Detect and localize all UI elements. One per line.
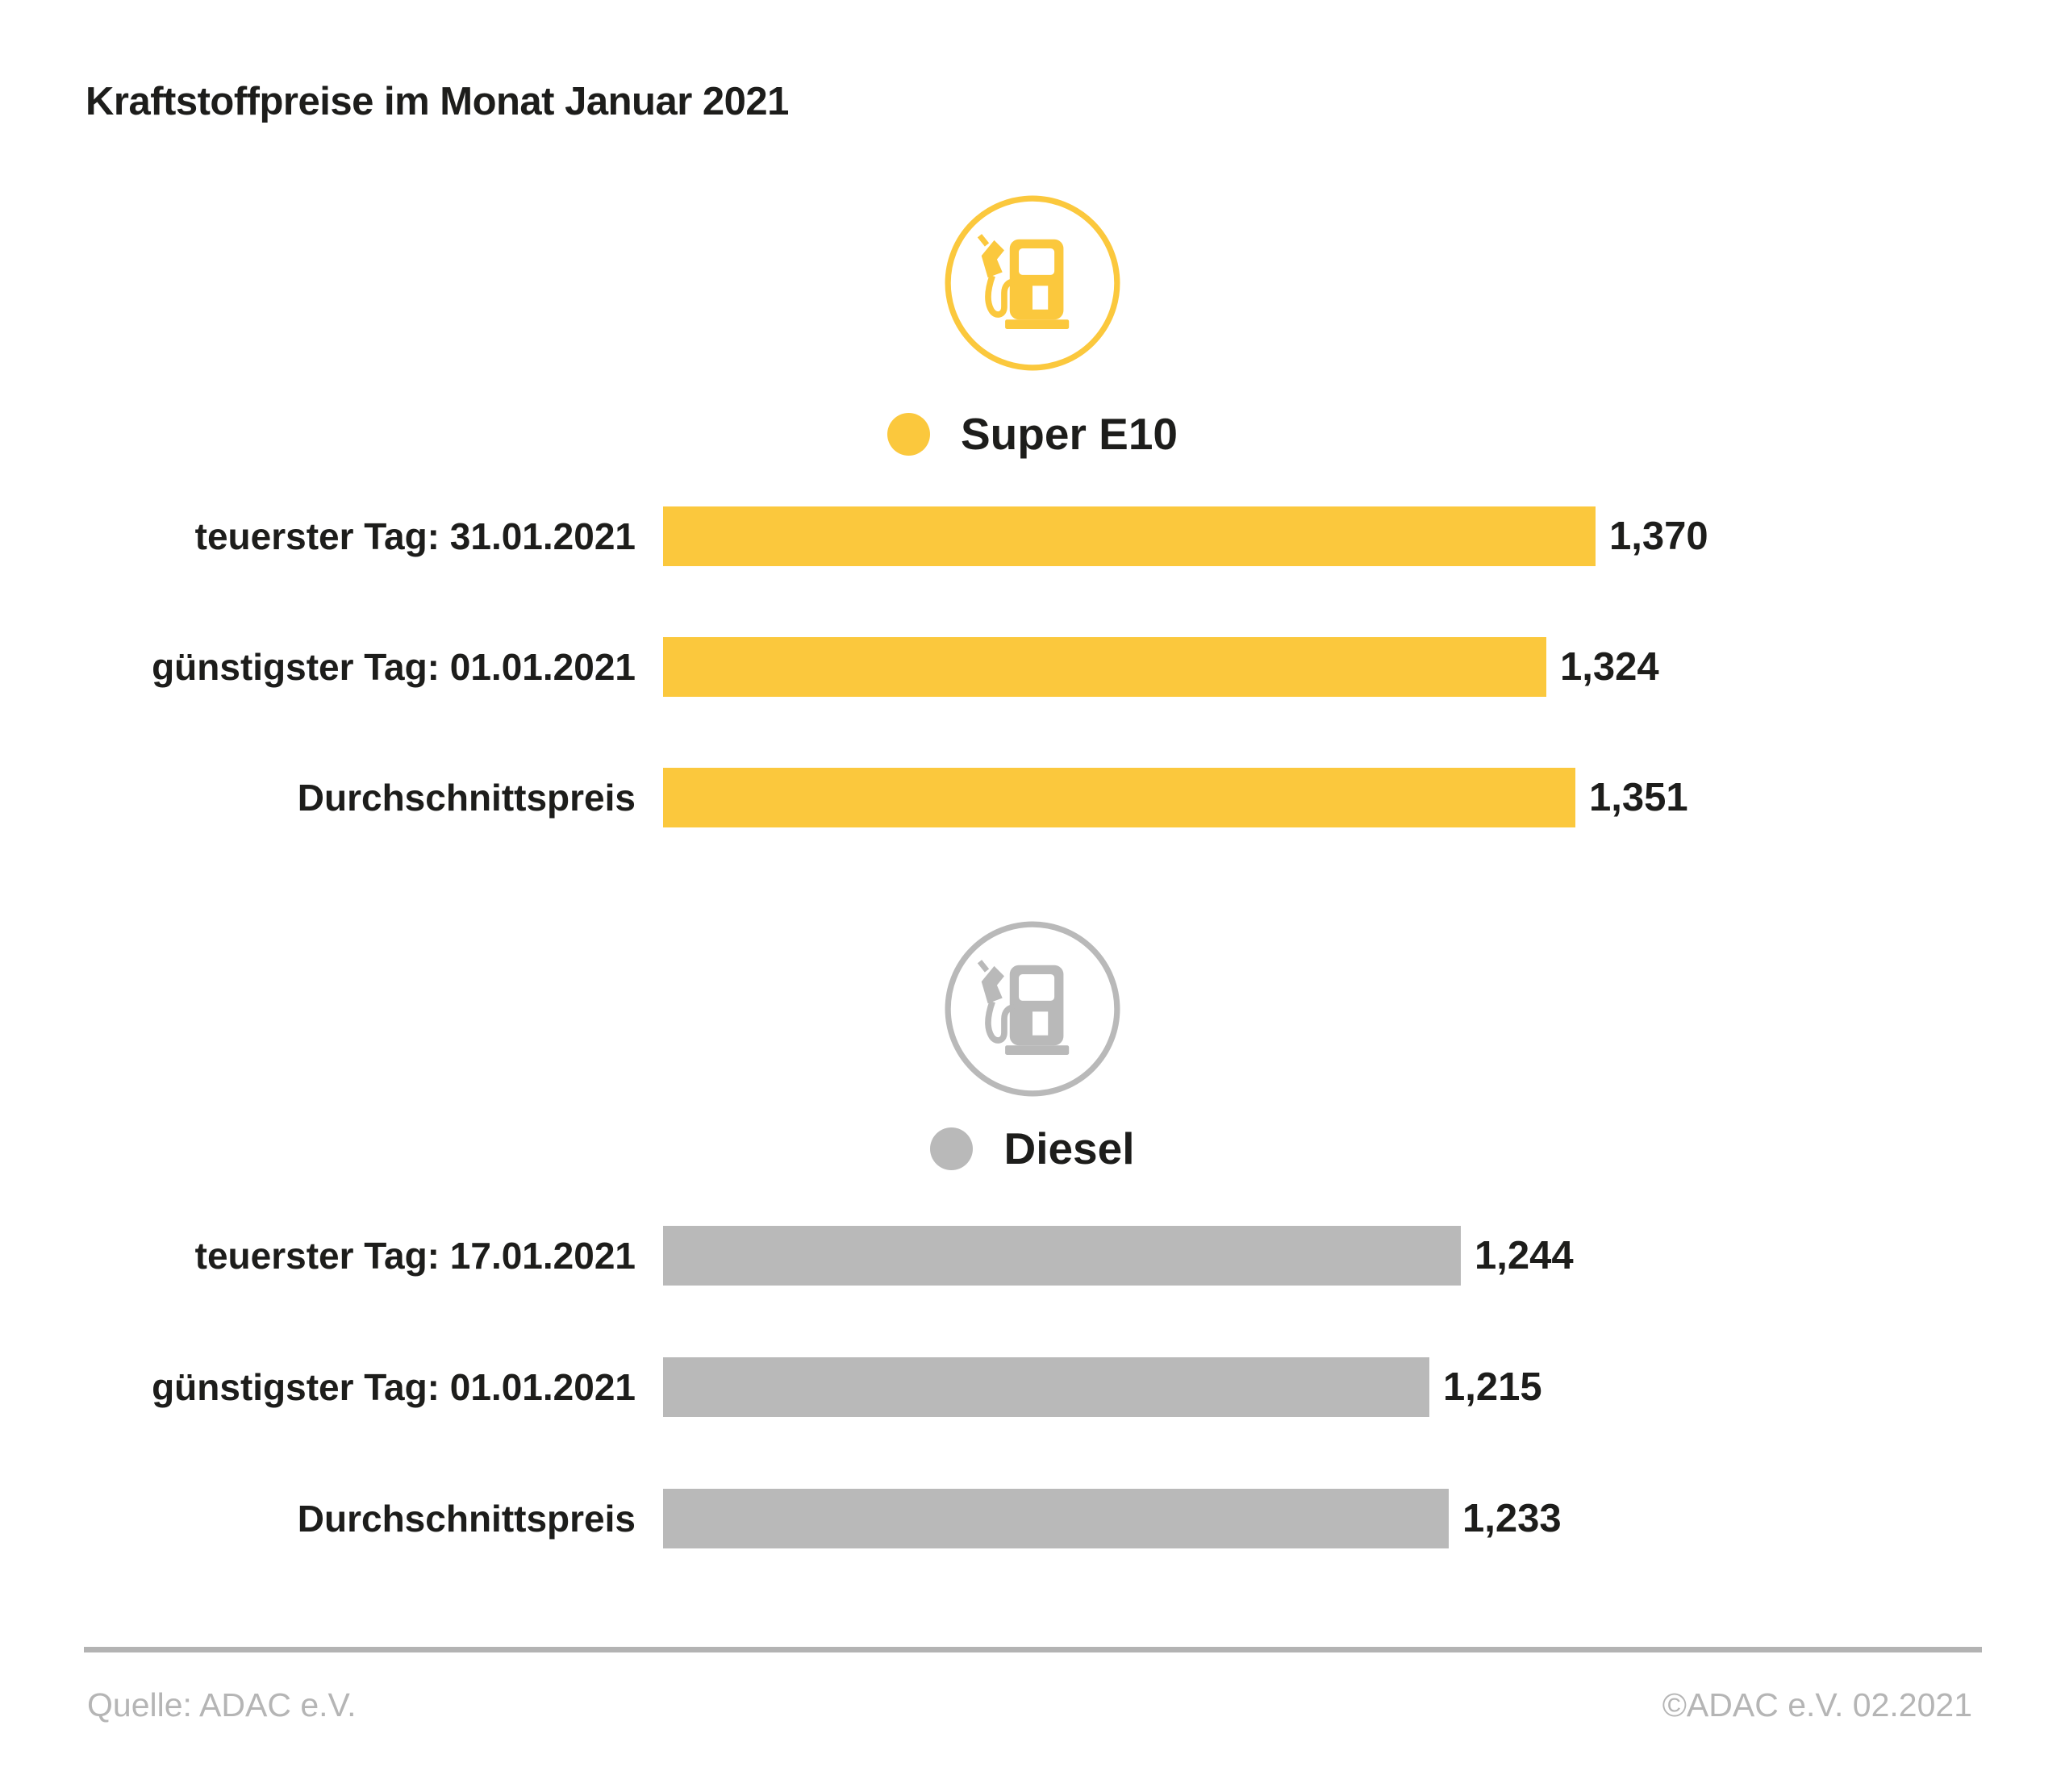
fuel-pump-icon bbox=[945, 195, 1120, 371]
legend-label: Diesel bbox=[1003, 1123, 1135, 1173]
page-title: Kraftstoffpreise im Monat Januar 2021 bbox=[86, 80, 789, 123]
bar bbox=[663, 768, 1575, 827]
bar-value: 1,215 bbox=[1443, 1365, 1542, 1409]
bar-label: günstigster Tag: 01.01.2021 bbox=[152, 1366, 636, 1408]
bar-row: teuerster Tag: 17.01.2021 1,244 bbox=[0, 1226, 2065, 1286]
diesel-legend: Diesel bbox=[0, 1122, 2065, 1175]
bar bbox=[663, 1226, 1461, 1286]
bar bbox=[663, 506, 1596, 566]
bar-label: teuerster Tag: 17.01.2021 bbox=[194, 1235, 636, 1277]
bar-label: Durchschnittspreis bbox=[297, 777, 636, 819]
super-e10-badge bbox=[0, 192, 2065, 374]
legend-dot-icon bbox=[886, 412, 930, 456]
bar bbox=[663, 637, 1546, 697]
bar-label: teuerster Tag: 31.01.2021 bbox=[194, 515, 636, 557]
diesel-badge bbox=[0, 918, 2065, 1100]
bar-label: Durchschnittspreis bbox=[297, 1498, 636, 1540]
super-e10-legend: Super E10 bbox=[0, 407, 2065, 461]
bar-row: Durchschnittspreis 1,351 bbox=[0, 768, 2065, 827]
bar-value: 1,351 bbox=[1589, 775, 1688, 819]
copyright-text: ©ADAC e.V. 02.2021 bbox=[1662, 1686, 1972, 1723]
bar-value: 1,370 bbox=[1609, 514, 1708, 558]
fuel-pump-icon bbox=[945, 921, 1120, 1097]
bar-value: 1,324 bbox=[1560, 644, 1659, 689]
bar-row: Durchschnittspreis 1,233 bbox=[0, 1489, 2065, 1548]
footer-divider bbox=[84, 1647, 1982, 1652]
bar-row: günstigster Tag: 01.01.2021 1,215 bbox=[0, 1357, 2065, 1417]
source-text: Quelle: ADAC e.V. bbox=[87, 1686, 357, 1723]
bar-row: teuerster Tag: 31.01.2021 1,370 bbox=[0, 506, 2065, 566]
legend-label: Super E10 bbox=[960, 408, 1178, 459]
bar-label: günstigster Tag: 01.01.2021 bbox=[152, 646, 636, 688]
bar-row: günstigster Tag: 01.01.2021 1,324 bbox=[0, 637, 2065, 697]
bar-value: 1,233 bbox=[1462, 1496, 1562, 1540]
bar bbox=[663, 1489, 1449, 1548]
bar bbox=[663, 1357, 1429, 1417]
bar-value: 1,244 bbox=[1475, 1233, 1574, 1277]
legend-dot-icon bbox=[930, 1127, 974, 1170]
